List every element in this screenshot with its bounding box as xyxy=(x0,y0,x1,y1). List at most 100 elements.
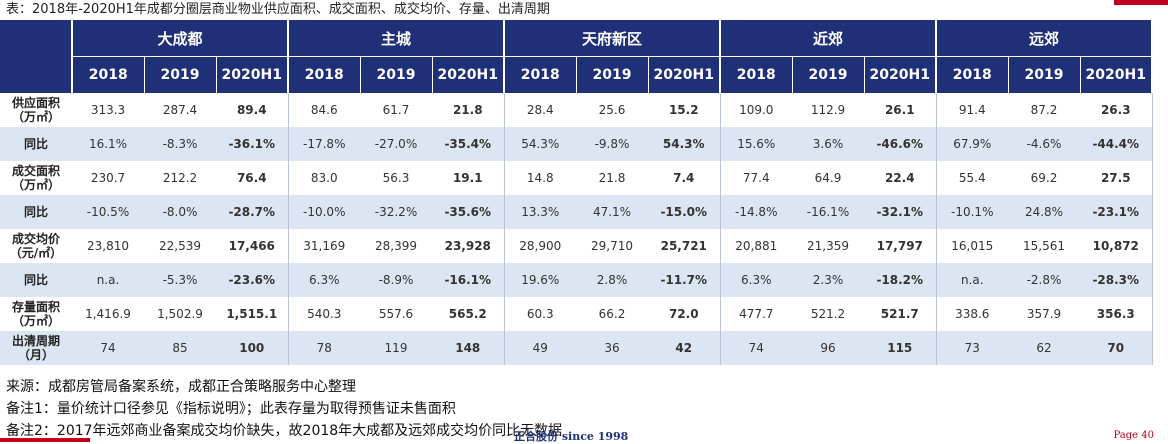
table-cell: 21,359 xyxy=(807,239,849,253)
footer-logo: 正合股份 since 1998 xyxy=(514,430,629,443)
table-cell: 22,539 xyxy=(159,239,201,253)
table-cell: 26.3 xyxy=(1080,93,1153,127)
table-row: 成交面积 （万㎡） 230.7 212.2 76.4 83.0 56.3 19.1 14.8 2… xyxy=(0,161,1153,195)
table-cell: -2.8% xyxy=(1008,263,1080,297)
table-cell: -11.7% xyxy=(648,263,721,297)
year-header: 2019 xyxy=(1008,56,1081,93)
row-label: 成交面积 （万㎡） xyxy=(11,164,60,192)
table-cell: 85 xyxy=(144,331,216,365)
table-cell: -16.1% xyxy=(432,263,505,297)
table-cell: 69.2 xyxy=(1030,171,1058,185)
table-cell: 28,399 xyxy=(375,239,417,253)
table-cell: 148 xyxy=(432,331,505,365)
footer-accent-bar xyxy=(0,438,90,442)
table-cell: 22.4 xyxy=(864,161,937,195)
table-cell: 87.2 xyxy=(1030,103,1058,117)
note-source: 来源：成都房管局备案系统，成都正合策略服务中心整理 xyxy=(6,379,356,395)
year-header: 2020H1 xyxy=(216,56,289,93)
table-cell: -10.5% xyxy=(72,195,144,229)
table-cell: 56.3 xyxy=(382,171,410,185)
region-header: 近郊 xyxy=(720,20,937,57)
table-cell: -32.1% xyxy=(864,195,937,229)
table-cell: 83.0 xyxy=(310,171,338,185)
table-row: 成交均价 （元/㎡） 23,810 22,539 17,466 31,169 28,399… xyxy=(0,229,1153,263)
table-cell: 20,881 xyxy=(735,239,778,253)
table-cell: 76.4 xyxy=(216,161,289,195)
table-cell: 77.4 xyxy=(742,171,770,185)
row-label: 出清周期 （月） xyxy=(0,331,72,365)
table-cell: -27.0% xyxy=(360,127,432,161)
table-cell: 29,710 xyxy=(591,239,633,253)
year-header: 2020H1 xyxy=(864,56,937,93)
table-cell: -46.6% xyxy=(864,127,937,161)
table-cell: -10.1% xyxy=(936,195,1008,229)
page-number: Page 40 xyxy=(1113,430,1154,441)
year-header: 2020H1 xyxy=(432,56,505,93)
table-cell: 357.9 xyxy=(1026,307,1062,321)
table-cell: 565.2 xyxy=(432,297,505,331)
table-cell: 356.3 xyxy=(1080,297,1153,331)
table-cell: -32.2% xyxy=(360,195,432,229)
table-cell: 89.4 xyxy=(216,93,289,127)
year-header: 2018 xyxy=(72,56,145,93)
table-row: 同比 16.1% -8.3% -36.1% -17.8% -27.0% -35.4% 54.3… xyxy=(0,127,1153,161)
table-cell: n.a. xyxy=(936,263,1008,297)
table-cell: 521.2 xyxy=(810,307,846,321)
table-cell: -23.1% xyxy=(1080,195,1153,229)
table-cell: 477.7 xyxy=(739,307,774,321)
table-cell: 21.8 xyxy=(432,93,505,127)
table-cell: 13.3% xyxy=(504,195,576,229)
table-cell: 72.0 xyxy=(648,297,721,331)
table-cell: 10,872 xyxy=(1080,229,1153,263)
table-cell: 6.3% xyxy=(720,263,792,297)
table-cell: 6.3% xyxy=(288,263,360,297)
table-row: 同比 -10.5% -8.0% -28.7% -10.0% -32.2% -35.6% 13.… xyxy=(0,195,1153,229)
table-cell: 28,900 xyxy=(519,239,562,253)
table-cell: 78 xyxy=(288,331,360,365)
notes: 来源：成都房管局备案系统，成都正合策略服务中心整理 备注1：量价统计口径参见《指… xyxy=(6,376,562,442)
year-header: 2019 xyxy=(144,56,217,93)
table-cell: 66.2 xyxy=(598,307,626,321)
table-cell: 521.7 xyxy=(864,297,937,331)
table-cell: -16.1% xyxy=(792,195,864,229)
table-cell: -36.1% xyxy=(216,127,289,161)
row-label: 同比 xyxy=(0,263,72,297)
table-cell: -28.3% xyxy=(1080,263,1153,297)
table-cell: 119 xyxy=(360,331,432,365)
table-caption: 表：2018年-2020H1年成都分圈层商业物业供应面积、成交面积、成交均价、存… xyxy=(6,2,550,17)
table-cell: -35.6% xyxy=(432,195,505,229)
year-header: 2019 xyxy=(792,56,865,93)
table-cell: 338.6 xyxy=(955,307,990,321)
table-cell: -5.3% xyxy=(144,263,216,297)
table-cell: 23,810 xyxy=(87,239,129,253)
year-header-row: 2018 2019 2020H1 2018 2019 2020H1 2018 2019 2020… xyxy=(0,56,1153,93)
table-cell: 42 xyxy=(648,331,721,365)
table-cell: 25,721 xyxy=(648,229,721,263)
table-cell: 2.8% xyxy=(576,263,648,297)
table-cell: 540.3 xyxy=(307,307,342,321)
table-cell: 1,502.9 xyxy=(157,307,203,321)
table-cell: 557.6 xyxy=(378,307,414,321)
row-label: 供应面积 （万㎡） xyxy=(11,96,60,124)
region-header: 大成都 xyxy=(72,20,289,57)
table-cell: 49 xyxy=(504,331,576,365)
table-cell: n.a. xyxy=(72,263,144,297)
table-cell: -35.4% xyxy=(432,127,505,161)
year-header: 2018 xyxy=(504,56,577,93)
table-cell: 36 xyxy=(576,331,648,365)
table-cell: 96 xyxy=(792,331,864,365)
table-cell: 70 xyxy=(1080,331,1153,365)
table-cell: 25.6 xyxy=(598,103,626,117)
row-label: 存量面积 （万㎡） xyxy=(11,300,60,328)
table-row: 供应面积 （万㎡） 313.3 287.4 89.4 84.6 61.7 21.8 28.4 2… xyxy=(0,93,1153,127)
table-cell: 74 xyxy=(720,331,792,365)
year-header: 2018 xyxy=(720,56,793,93)
region-header-row: 大成都 主城 天府新区 近郊 远郊 xyxy=(0,20,1153,93)
year-header: 2020H1 xyxy=(1080,56,1153,93)
table-cell: -4.6% xyxy=(1008,127,1080,161)
table-cell: 24.8% xyxy=(1008,195,1080,229)
table-cell: 55.4 xyxy=(958,171,986,185)
table-row: 出清周期 （月） 74 85 100 78 119 148 49 36 42 74 96 115 73 62… xyxy=(0,331,1153,365)
table-cell: 91.4 xyxy=(958,103,986,117)
table-cell: -8.3% xyxy=(144,127,216,161)
